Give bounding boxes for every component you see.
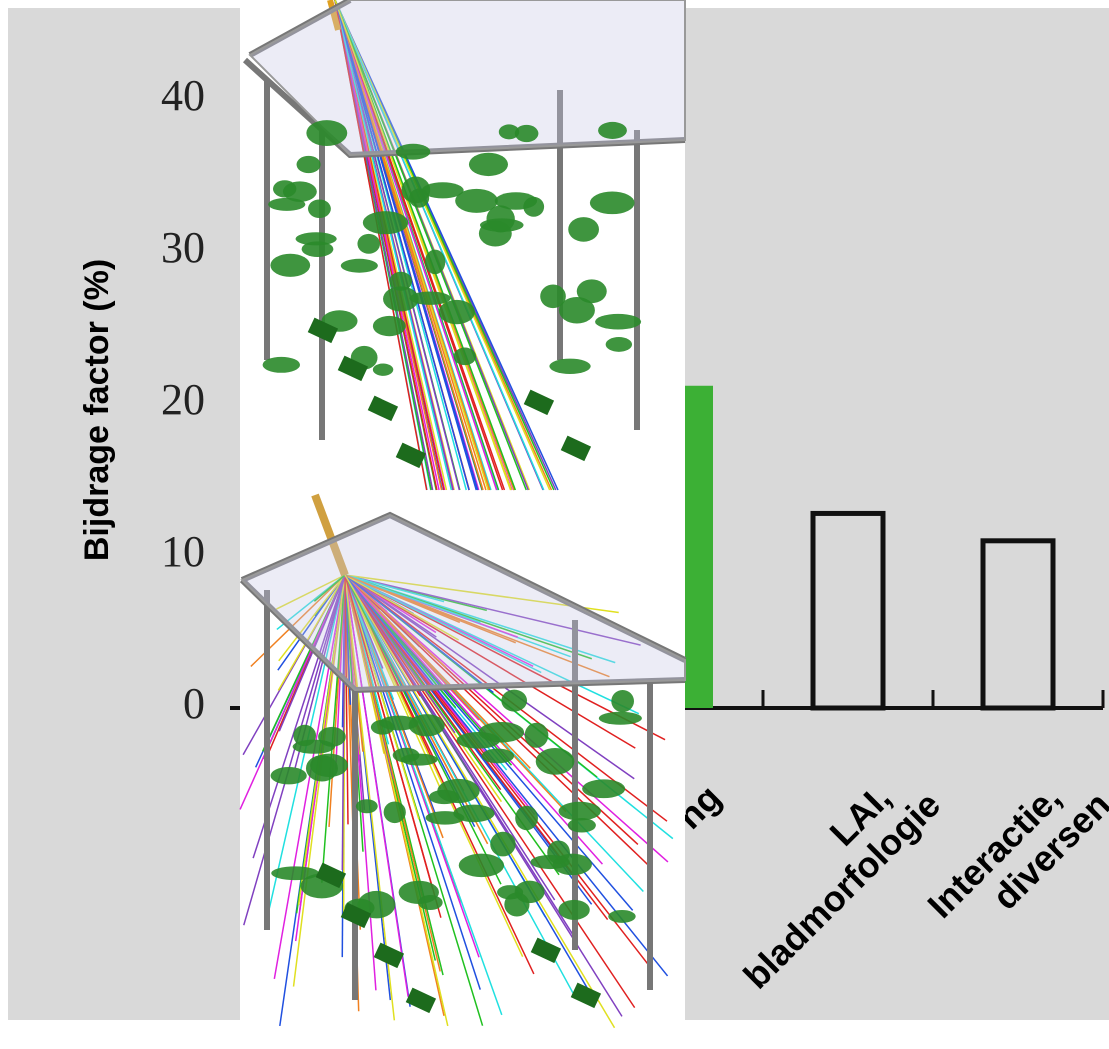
leaf [453,805,494,823]
y-tick-label: 40 [161,71,205,120]
leaf [409,714,445,736]
leaf [310,754,348,777]
leaf [356,799,378,813]
leaf [271,767,307,784]
leaf [439,300,475,324]
leaf [501,690,527,712]
leaf [293,740,335,754]
leaf [270,254,310,277]
leaf [559,802,601,821]
leaf [373,316,406,336]
greenhouse-image [240,0,685,1030]
leaf [297,156,321,173]
leaf [515,806,538,830]
leaf [490,832,515,857]
leaf [568,217,599,242]
y-tick-label: 20 [161,375,205,424]
leaf [341,259,378,273]
leaf [401,754,438,766]
leaf [459,854,504,878]
leaf [306,120,347,146]
leaf [384,801,406,823]
leaf [383,286,419,311]
leaf [454,348,477,366]
y-tick-label: 10 [161,527,205,576]
leaf [590,192,635,215]
leaf [482,749,514,764]
y-tick-label: 0 [183,679,205,728]
slide: Bijdrage factor (%) 010203040Horizolicht… [0,0,1109,1049]
leaf [357,234,380,254]
leaf [608,910,635,923]
leaf [611,690,634,712]
leaf [549,359,590,374]
leaf [558,900,589,920]
leaf [515,125,539,142]
leaf [577,279,607,303]
leaf [283,181,317,202]
leaf [296,232,337,245]
y-tick-label: 30 [161,223,205,272]
leaf [582,779,625,798]
leaf [469,153,508,176]
leaf [599,712,642,725]
leaf [595,314,641,330]
leaf [418,895,443,910]
leaf [373,363,393,375]
leaf [396,144,431,160]
leaf [363,211,408,234]
leaf [495,192,537,209]
leaf [455,189,498,213]
leaf [371,720,394,735]
leaf [457,732,501,749]
leaf [480,218,524,232]
y-axis-title: Bijdrage factor (%) [78,259,116,561]
leaf [606,337,632,352]
leaf [425,250,445,275]
leaf [504,892,529,916]
leaf [401,177,430,204]
leaf [536,748,575,775]
leaf [308,199,331,218]
leaf [437,779,479,803]
leaf [598,122,627,139]
leaf [540,285,566,309]
leaf [531,855,570,869]
leaf [263,357,300,373]
leaf [525,723,549,748]
